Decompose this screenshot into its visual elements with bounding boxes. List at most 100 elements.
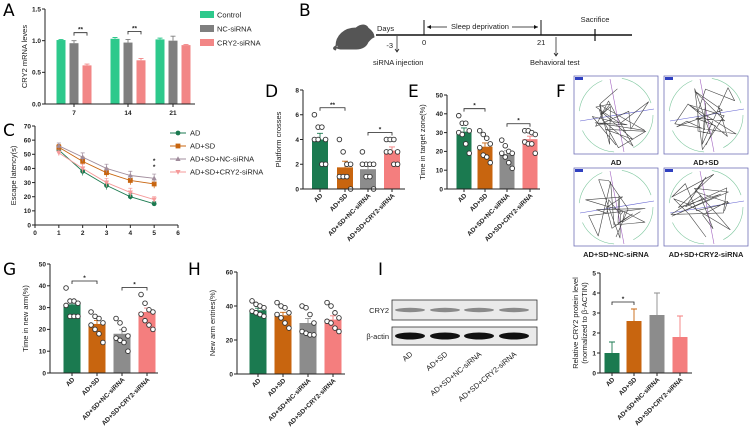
data-point [509,150,516,157]
significance-label: * [153,158,156,165]
data-point [336,315,342,321]
y-tick-label: 20 [226,337,234,344]
panel-letter: E [408,82,419,102]
y-tick-label: 0 [592,370,596,377]
y-tick-label: 0 [27,222,31,229]
data-point [459,131,466,138]
x-tick-label: AD+SD+NC-siRNA [466,192,512,238]
y-tick-label: 30 [436,130,444,137]
panel-letter: B [299,1,311,21]
blot-band [464,307,494,313]
band-label: CRY2 [369,306,389,315]
error-bar [58,38,64,41]
y-tick-label: 2 [592,330,596,337]
pool-circle [668,77,744,153]
data-point [463,141,469,147]
blot-band [395,332,425,340]
x-tick-label: 2 [81,230,85,237]
x-tick-label: 5 [152,230,156,237]
data-point [456,112,462,119]
x-tick-label: AD+SD+CRY2-siRNA [287,377,338,428]
data-point [286,310,292,316]
x-tick-label: AD+SD [329,192,350,213]
data-point [286,325,292,331]
marker-triangle [151,175,157,181]
x-tick-label: AD [313,192,325,204]
y-tick-label: 4 [592,290,596,297]
data-point [340,149,346,155]
legend-swatch [200,25,214,32]
significance-label: ** [132,25,138,32]
x-tick-label: AD [605,376,617,388]
label-bg [447,22,512,31]
data-point [463,120,469,126]
data-point [282,320,288,326]
maze-tag [575,169,583,172]
bar [672,337,688,373]
marker-square [151,181,157,187]
panel-letter: H [188,260,201,280]
y-tick-label: 1.5 [32,6,41,13]
error-bar [157,37,163,40]
marker-triangle [80,154,86,160]
bar [138,311,156,373]
marker-triangle-down [175,170,181,175]
maze-tag [665,77,673,80]
tick-label: 21 [537,38,545,47]
y-tick-label: 20 [436,149,444,156]
error-bar [170,35,176,41]
y-tick-label: 10 [39,349,47,356]
panel-letter: A [3,1,15,21]
y-tick-label: 30 [24,180,32,187]
legend-label: CRY2-siRNA [217,39,261,48]
x-tick-label: 4 [129,230,133,237]
pool-circle [578,169,654,245]
legend-label: AD+SD+CRY2-siRNA [190,168,263,177]
data-point [117,320,123,326]
data-point [100,320,106,326]
blot-band [430,307,460,313]
significance-label: * [473,103,476,110]
swim-path [674,87,737,150]
quadrant-line [609,78,625,153]
data-point [344,173,350,180]
data-point [347,161,354,167]
significance-bracket [611,301,635,305]
y-tick-label: 0 [295,186,299,193]
x-tick-label: AD+SD+CRY2-siRNA [484,192,535,243]
lane-label: AD+SD [424,349,450,372]
data-point [466,127,473,134]
data-point [532,150,539,157]
error-bar [654,292,660,315]
data-point [88,309,94,315]
error-bar [631,308,637,321]
data-point [261,304,267,311]
y-axis-label: CRY2 mRNA leves [20,25,29,88]
data-point [484,154,490,160]
quadrant-line [699,170,715,245]
x-tick-label: AD+SD+NC-siRNA [81,376,127,422]
data-point [146,322,152,328]
bar [82,65,92,104]
error-bar [609,341,615,353]
x-tick-label: AD+SD [618,376,639,397]
legend-swatch [200,39,214,46]
bar [360,169,376,189]
days-label: Days [377,24,394,33]
bar [249,310,267,374]
x-tick-label: AD [251,377,263,389]
legend-swatch [200,11,214,18]
bar [604,353,620,373]
data-point [532,131,539,138]
injection-arrow [394,36,400,53]
data-point [332,325,338,331]
data-point [484,135,490,141]
y-tick-label: 50 [39,261,47,268]
marker-triangle-down [103,180,110,186]
error-bar [482,142,488,147]
bar [456,131,472,189]
blot-band [395,307,425,313]
significance-label: ** [78,27,84,34]
blot-band [464,332,494,340]
data-point [466,150,473,157]
